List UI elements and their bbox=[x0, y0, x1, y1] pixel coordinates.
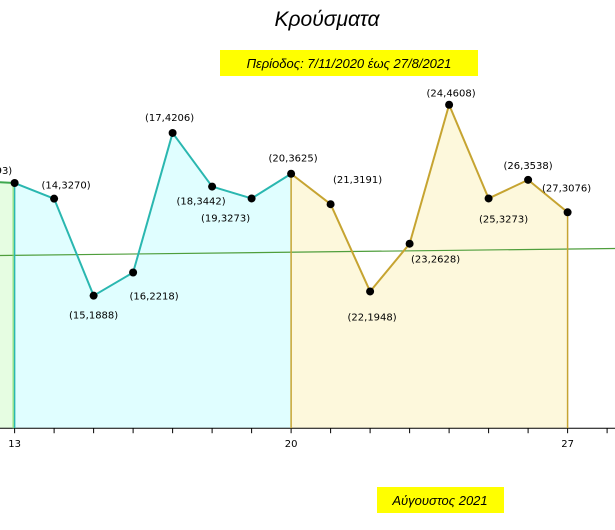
series-segment bbox=[527, 179, 569, 214]
data-point bbox=[89, 291, 98, 300]
data-point bbox=[129, 268, 138, 277]
x-tick-label: 20 bbox=[285, 439, 298, 450]
data-label: (17,4206) bbox=[145, 113, 194, 124]
area-week-13-20 bbox=[14, 132, 292, 429]
series-segment bbox=[448, 104, 490, 199]
chart-subtitle: Περίοδος: 7/11/2020 έως 27/8/2021 bbox=[247, 56, 452, 71]
data-label: (21,3191) bbox=[333, 175, 382, 186]
data-label: (24,4608) bbox=[427, 89, 476, 100]
series-segment bbox=[408, 104, 451, 245]
subtitle-background bbox=[220, 50, 478, 76]
series-segment bbox=[53, 198, 95, 297]
series-segment bbox=[0, 181, 15, 185]
series-segment bbox=[93, 271, 134, 297]
data-point bbox=[287, 169, 296, 178]
data-point bbox=[484, 194, 493, 203]
data-label: (16,2218) bbox=[130, 292, 179, 303]
data-label: (26,3538) bbox=[504, 161, 553, 172]
data-label: (14,3270) bbox=[42, 181, 91, 192]
data-point bbox=[405, 239, 414, 248]
data-point bbox=[524, 175, 533, 184]
series-segment bbox=[251, 172, 292, 200]
data-label: (19,3273) bbox=[201, 213, 250, 224]
chart-title: Κρούσματα bbox=[275, 8, 381, 31]
series-segment bbox=[14, 182, 55, 200]
data-point bbox=[168, 128, 177, 137]
area-week-20-27 bbox=[291, 104, 568, 429]
x-axis-label: Αύγουστος 2021 bbox=[391, 493, 487, 508]
xlabel-background bbox=[377, 487, 504, 513]
data-point bbox=[208, 182, 217, 191]
data-point bbox=[445, 100, 454, 109]
data-point bbox=[247, 194, 256, 203]
series-segment bbox=[329, 203, 372, 292]
data-label: (23,2628) bbox=[411, 255, 460, 266]
data-label: (22,1948) bbox=[348, 312, 397, 323]
data-label: (25,3273) bbox=[479, 214, 528, 225]
data-point bbox=[326, 200, 335, 209]
data-point bbox=[10, 179, 19, 188]
data-point bbox=[366, 287, 375, 296]
series-segment bbox=[171, 132, 213, 188]
x-tick-label: 13 bbox=[8, 439, 21, 450]
data-label: (27,3076) bbox=[542, 183, 591, 194]
data-point bbox=[50, 194, 59, 203]
series-segment bbox=[369, 243, 411, 293]
x-tick-label: 27 bbox=[561, 439, 574, 450]
data-point bbox=[563, 208, 572, 217]
series-segment bbox=[211, 185, 252, 200]
data-label: (13,3493) bbox=[0, 166, 12, 177]
series-segment bbox=[488, 178, 529, 200]
series-segment bbox=[290, 172, 332, 205]
data-label: (15,1888) bbox=[69, 311, 118, 322]
area-previous-week bbox=[0, 182, 15, 429]
data-label: (20,3625) bbox=[269, 154, 318, 165]
trend-line bbox=[0, 247, 615, 257]
series-segment bbox=[132, 132, 174, 273]
data-label: (18,3442) bbox=[177, 197, 226, 208]
